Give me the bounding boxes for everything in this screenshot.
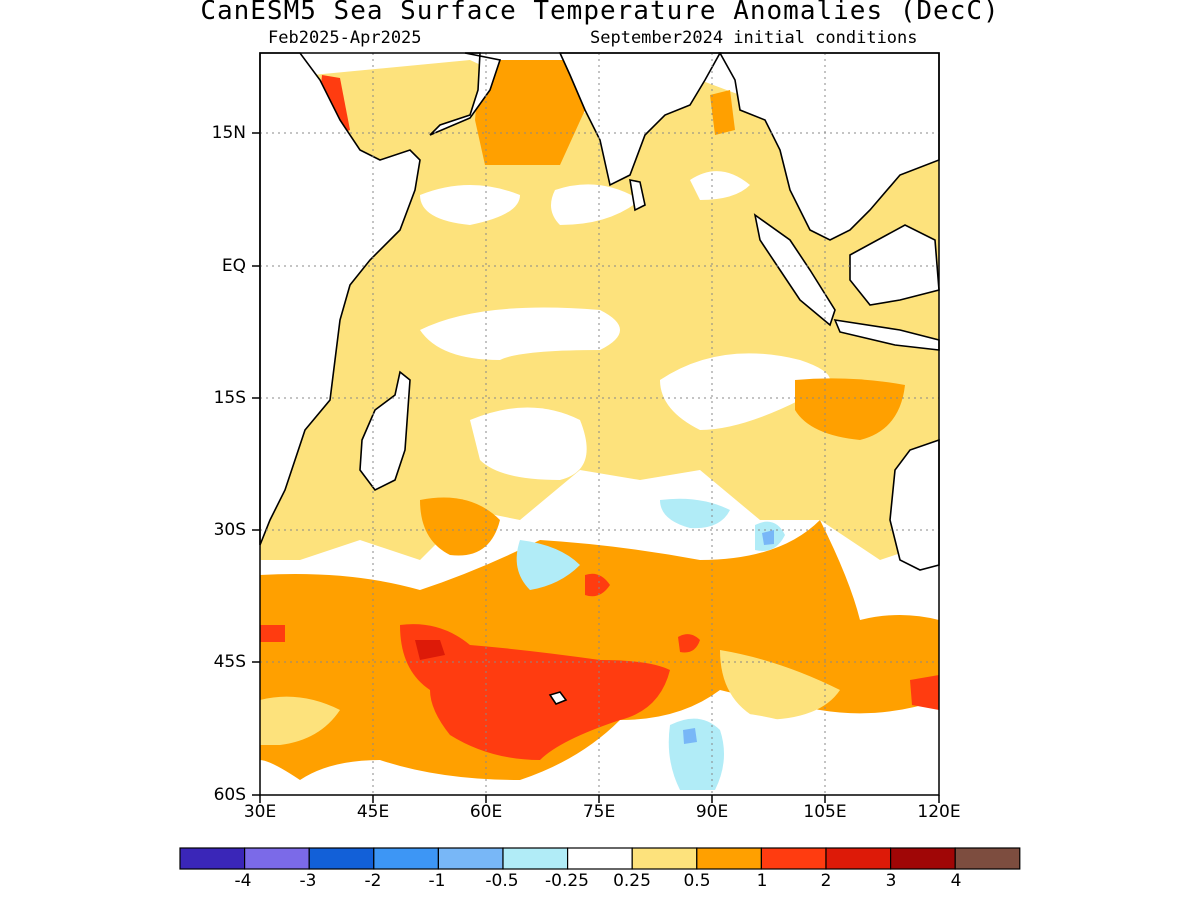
axis-ticks	[252, 132, 940, 803]
forecast-period: Feb2025-Apr2025	[268, 28, 422, 48]
colorbar-label: 0.5	[683, 871, 711, 891]
sumatra-coastline	[753, 213, 836, 327]
anomaly-region-red	[910, 675, 939, 710]
colorbar-label: -1	[428, 871, 446, 891]
colorbar-label: 3	[885, 871, 897, 891]
lon-label-45e: 45E	[356, 802, 390, 822]
lat-label-30s: 30S	[213, 520, 246, 540]
colorbar-label: 4	[950, 871, 962, 891]
anomaly-region-neutral	[690, 171, 750, 200]
borneo-java-coastline	[849, 224, 940, 306]
anomaly-region-neutral	[660, 353, 830, 430]
anomaly-region-red	[400, 624, 670, 760]
lon-label-120e: 120E	[917, 802, 961, 822]
colorbar-swatch	[179, 847, 246, 870]
anomaly-region-warm	[260, 696, 340, 745]
southeast-asia-coastline	[718, 52, 940, 241]
land-masses	[259, 52, 940, 705]
colorbar-swatch	[437, 847, 504, 870]
lat-label-eq: EQ	[221, 256, 246, 276]
map-title: CanESM5 Sea Surface Temperature Anomalie…	[200, 0, 1000, 26]
colorbar-label: -3	[299, 871, 317, 891]
colorbar-swatch	[308, 847, 375, 870]
colorbar-label: 0.25	[613, 871, 651, 891]
sri-lanka-coastline	[629, 178, 646, 212]
initial-conditions: September2024 initial conditions	[590, 28, 918, 48]
colorbar-swatch	[889, 847, 956, 870]
anomaly-region-neutral	[551, 184, 640, 225]
anomaly-region-red	[320, 75, 350, 135]
lat-label-45s: 45S	[213, 652, 246, 672]
anomaly-region-orange	[710, 90, 735, 135]
lon-label-75e: 75E	[582, 802, 616, 822]
anomaly-region-red	[260, 625, 285, 642]
colorbar-label: 2	[820, 871, 832, 891]
anomaly-region-warm	[720, 650, 840, 720]
anomaly-region-neutral	[420, 185, 520, 225]
lat-label-15n: 15N	[211, 123, 246, 143]
india-coastline	[558, 52, 722, 187]
anomaly-region-orange	[260, 520, 939, 780]
colorbar-swatch	[696, 847, 762, 870]
anomaly-region-red	[585, 573, 610, 597]
kerguelen-island	[548, 691, 568, 705]
colorbar-label: 1	[756, 871, 768, 891]
lat-label-60s: 60S	[213, 785, 246, 805]
australia-coastline	[889, 438, 940, 571]
colorbar-label: -0.25	[545, 871, 589, 891]
colorbar	[179, 847, 1021, 870]
colorbar-swatch	[631, 847, 698, 870]
anomaly-region-neutral	[420, 307, 620, 360]
anomaly-region-cool	[660, 498, 730, 529]
colorbar-label: -0.5	[485, 871, 519, 891]
lon-label-90e: 90E	[695, 802, 729, 822]
anomaly-region-cool	[516, 540, 580, 590]
madagascar-coastline	[359, 370, 411, 492]
colorbar-label: -4	[234, 871, 252, 891]
anomaly-region-orange	[475, 60, 585, 165]
colorbar-swatch	[244, 847, 310, 870]
colorbar-swatch	[373, 847, 439, 870]
anomaly-region-red	[678, 634, 700, 653]
lat-label-15s: 15S	[213, 388, 246, 408]
colorbar-swatch	[566, 847, 633, 870]
lon-label-60e: 60E	[469, 802, 503, 822]
lon-label-105e: 105E	[803, 802, 847, 822]
colorbar-swatch	[825, 847, 892, 870]
anomaly-region-cool	[762, 530, 774, 545]
anomaly-region-cool	[668, 718, 724, 790]
anomaly-region-neutral	[470, 407, 587, 480]
colorbar-label: -2	[364, 871, 382, 891]
lon-label-30e: 30E	[243, 802, 277, 822]
anomaly-region-orange	[420, 497, 500, 556]
africa-coastline	[259, 52, 421, 546]
anomaly-region-red	[415, 640, 445, 660]
graticule	[260, 53, 939, 795]
colorbar-swatch	[954, 847, 1021, 870]
colorbar-swatch	[502, 847, 569, 870]
colorbar-swatch	[760, 847, 827, 870]
anomaly-region-orange	[795, 378, 905, 440]
anomaly-region-cool	[683, 728, 697, 744]
arabia-india-coastline	[429, 52, 502, 136]
